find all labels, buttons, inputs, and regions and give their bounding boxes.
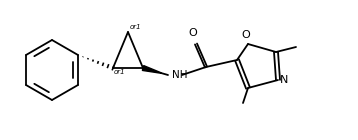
Text: or1: or1 [114, 69, 126, 75]
Text: O: O [189, 28, 197, 38]
Text: NH: NH [172, 70, 188, 80]
Text: N: N [280, 75, 289, 85]
Text: or1: or1 [130, 24, 142, 30]
Text: O: O [242, 30, 250, 40]
Polygon shape [142, 66, 161, 73]
